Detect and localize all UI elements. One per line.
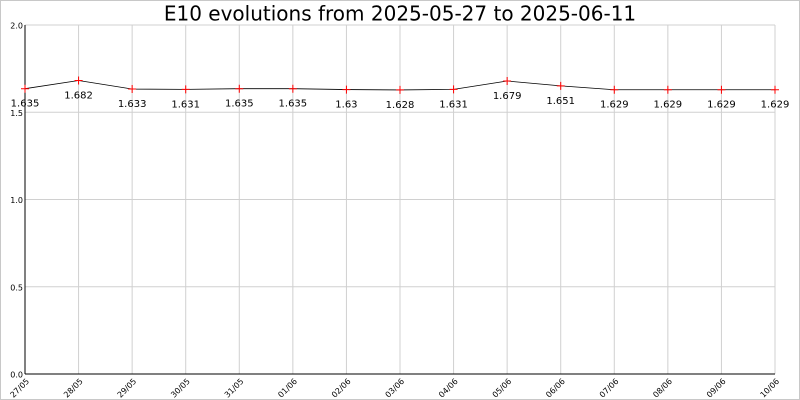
data-point: [610, 85, 619, 94]
value-label: 1.63: [335, 100, 357, 111]
value-label: 1.651: [546, 96, 575, 107]
value-label: 1.679: [493, 91, 522, 102]
chart-title: E10 evolutions from 2025-05-27 to 2025-0…: [164, 2, 636, 26]
value-label: 1.631: [171, 99, 200, 110]
y-tick-label: 2.0: [10, 22, 23, 31]
data-point: [342, 85, 351, 94]
data-point: [556, 81, 565, 90]
data-point: [74, 76, 83, 85]
y-tick-label: 0.0: [10, 371, 23, 380]
data-point: [663, 85, 672, 94]
data-point: [771, 85, 779, 94]
data-point: [717, 85, 726, 94]
value-label: 1.682: [64, 90, 93, 101]
value-label: 1.635: [225, 99, 254, 110]
value-label: 1.629: [761, 100, 790, 111]
value-label: 1.628: [386, 100, 415, 111]
data-point: [235, 84, 244, 93]
data-point: [503, 77, 512, 86]
y-tick-label: 1.5: [10, 109, 23, 118]
value-label: 1.629: [707, 100, 736, 111]
value-label: 1.633: [118, 99, 147, 110]
data-point: [288, 84, 297, 93]
data-point: [21, 84, 29, 93]
data-point: [181, 85, 190, 94]
value-label: 1.635: [279, 99, 308, 110]
value-label: 1.629: [654, 100, 683, 111]
data-point: [128, 85, 137, 94]
y-tick-label: 1.0: [10, 196, 23, 205]
y-tick-label: 0.5: [10, 283, 23, 292]
value-label: 1.635: [11, 99, 40, 110]
data-point: [396, 85, 404, 94]
value-label: 1.631: [439, 99, 468, 110]
data-point: [449, 85, 458, 94]
value-label: 1.629: [600, 100, 629, 111]
